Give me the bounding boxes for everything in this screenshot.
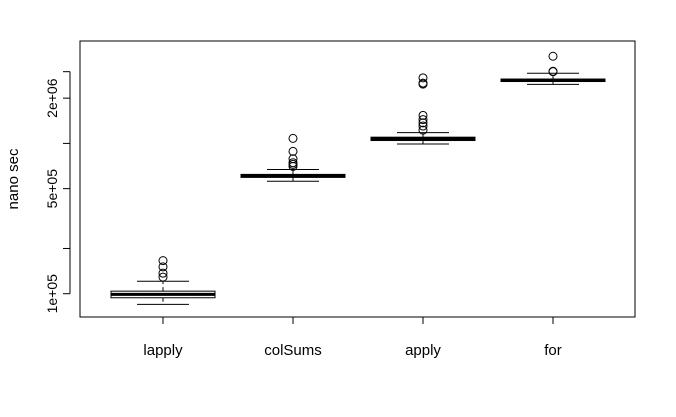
box-colSums <box>240 133 346 182</box>
outlier-point <box>158 272 168 282</box>
x-tick-label-for: for <box>544 342 562 359</box>
outlier-point <box>418 115 428 125</box>
outlier-point <box>158 268 168 278</box>
outlier-point <box>418 78 428 88</box>
outlier-point <box>288 154 298 164</box>
outlier-point <box>418 125 428 135</box>
box-for <box>500 51 606 85</box>
boxes <box>110 51 606 305</box>
y-axis-label: nano sec <box>5 148 22 209</box>
outlier-point <box>418 121 428 131</box>
y-tick-label: 5e+05 <box>44 169 60 209</box>
x-axis: lapply colSums apply for <box>143 316 562 359</box>
outlier-point <box>548 66 558 76</box>
y-tick-label: 1e+05 <box>44 274 60 314</box>
box-apply <box>370 73 476 145</box>
y-tick-label: 2e+06 <box>44 78 60 118</box>
x-tick-label-lapply: lapply <box>143 342 183 359</box>
outlier-point <box>418 118 428 128</box>
x-tick-label-colSums: colSums <box>264 342 322 359</box>
outlier-point <box>288 133 298 143</box>
outlier-point <box>288 146 298 156</box>
plot-frame <box>79 40 636 318</box>
box-lapply <box>110 256 216 305</box>
x-tick-label-apply: apply <box>405 342 441 359</box>
outlier-point <box>158 262 168 272</box>
outlier-point <box>418 110 428 120</box>
outlier-point <box>158 256 168 266</box>
y-axis: 1e+05 5e+05 2e+06 <box>44 71 71 314</box>
outlier-point <box>548 51 558 61</box>
outlier-point <box>418 73 428 83</box>
outlier-point <box>288 158 298 168</box>
